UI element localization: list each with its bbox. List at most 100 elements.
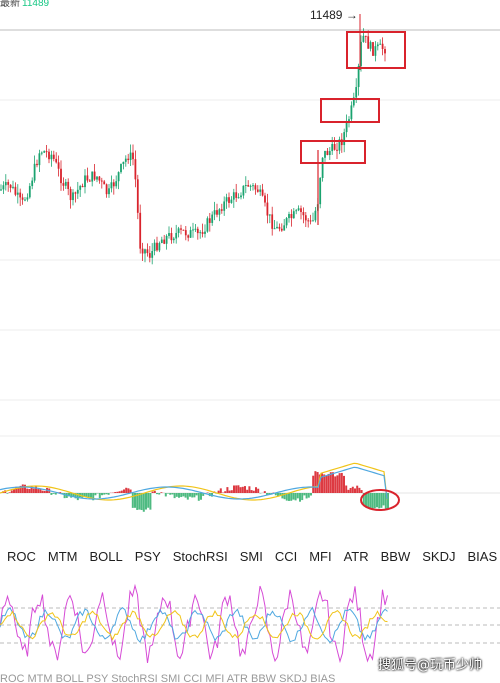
macd-bar bbox=[226, 487, 228, 493]
macd-bar bbox=[295, 493, 297, 500]
candle-body bbox=[329, 151, 331, 155]
macd-bar bbox=[154, 491, 156, 493]
candle-body bbox=[118, 172, 120, 181]
candle-body bbox=[19, 193, 21, 198]
macd-bar bbox=[387, 493, 389, 508]
tab-boll[interactable]: BOLL bbox=[90, 549, 123, 564]
macd-bar bbox=[37, 489, 39, 493]
candle-body bbox=[103, 181, 105, 184]
candle-body bbox=[214, 210, 216, 214]
macd-bar bbox=[339, 473, 341, 493]
tab-roc[interactable]: ROC bbox=[7, 549, 36, 564]
macd-bar bbox=[189, 493, 191, 497]
macd-bar bbox=[255, 487, 257, 493]
macd-bar bbox=[240, 487, 242, 493]
tab-bbw[interactable]: BBW bbox=[381, 549, 411, 564]
candle-body bbox=[70, 189, 72, 200]
candle-body bbox=[51, 155, 53, 160]
candle-body bbox=[384, 49, 386, 53]
candle-body bbox=[123, 162, 125, 164]
tab-skdj[interactable]: SKDJ bbox=[422, 549, 455, 564]
candle-body bbox=[305, 215, 307, 220]
candle-body bbox=[156, 243, 158, 251]
tab-mtm[interactable]: MTM bbox=[48, 549, 78, 564]
candle-body bbox=[111, 182, 113, 188]
tab-psy[interactable]: PSY bbox=[135, 549, 161, 564]
candle-body bbox=[163, 240, 165, 244]
tab-bias[interactable]: BIAS bbox=[468, 549, 498, 564]
candle-body bbox=[65, 182, 67, 186]
macd-bar bbox=[174, 493, 176, 498]
candle-body bbox=[36, 164, 38, 165]
macd-bar bbox=[244, 486, 246, 493]
candle-body bbox=[168, 233, 170, 236]
candle-body bbox=[108, 188, 110, 194]
macd-bar bbox=[224, 491, 226, 493]
candle-body bbox=[319, 178, 321, 204]
candle-body bbox=[207, 218, 209, 231]
price-chart[interactable] bbox=[0, 0, 500, 440]
macd-bar bbox=[332, 472, 334, 493]
candle-body bbox=[22, 197, 24, 199]
macd-bar bbox=[358, 488, 360, 493]
macd-bar bbox=[70, 493, 72, 498]
tab-atr[interactable]: ATR bbox=[344, 549, 369, 564]
macd-bar bbox=[88, 493, 90, 497]
macd-bar bbox=[180, 493, 182, 497]
candle-body bbox=[274, 228, 276, 229]
osc-line-magenta bbox=[0, 586, 388, 663]
macd-bar bbox=[253, 491, 255, 493]
candle-body bbox=[12, 187, 14, 188]
macd-bar bbox=[165, 493, 167, 496]
candle-body bbox=[315, 211, 317, 221]
candle-body bbox=[197, 229, 199, 233]
candle-body bbox=[166, 236, 168, 244]
candle-body bbox=[142, 249, 144, 254]
candle-body bbox=[113, 182, 115, 186]
macd-bar bbox=[26, 489, 28, 493]
macd-bar bbox=[169, 493, 171, 495]
tab-cci[interactable]: CCI bbox=[275, 549, 297, 564]
candle-body bbox=[204, 232, 206, 234]
candle-body bbox=[89, 181, 91, 182]
tab-stochrsi[interactable]: StochRSI bbox=[173, 549, 228, 564]
macd-bar bbox=[90, 493, 92, 497]
macd-bar bbox=[193, 493, 195, 497]
candle-body bbox=[298, 208, 300, 210]
macd-bar bbox=[231, 490, 233, 493]
macd-bar bbox=[380, 493, 382, 508]
macd-bar bbox=[53, 493, 55, 494]
tab-smi[interactable]: SMI bbox=[240, 549, 263, 564]
highlight-box-middle bbox=[321, 99, 379, 122]
macd-bar bbox=[50, 493, 52, 495]
candle-body bbox=[183, 230, 185, 231]
macd-panel[interactable] bbox=[0, 455, 500, 535]
candle-body bbox=[271, 214, 273, 228]
macd-bar bbox=[334, 476, 336, 493]
macd-bar bbox=[33, 489, 35, 493]
candle-body bbox=[291, 214, 293, 218]
macd-bar bbox=[312, 476, 314, 493]
tab-mfi[interactable]: MFI bbox=[309, 549, 331, 564]
candle-body bbox=[379, 44, 381, 45]
candle-body bbox=[223, 201, 225, 210]
candle-body bbox=[75, 192, 77, 193]
candle-body bbox=[312, 220, 314, 221]
macd-bar bbox=[290, 493, 292, 501]
candle-body bbox=[34, 164, 36, 181]
candle-body bbox=[202, 232, 204, 234]
macd-bar bbox=[297, 493, 299, 498]
candle-body bbox=[286, 218, 288, 225]
candle-body bbox=[283, 225, 285, 230]
macd-bar bbox=[369, 493, 371, 508]
candle-body bbox=[279, 227, 281, 229]
macd-bar bbox=[237, 485, 239, 493]
candle-body bbox=[221, 209, 223, 211]
macd-bar bbox=[347, 490, 349, 493]
candle-body bbox=[115, 181, 117, 186]
candle-body bbox=[58, 162, 60, 168]
candle-body bbox=[228, 197, 230, 203]
candle-body bbox=[322, 158, 324, 178]
candle-body bbox=[7, 182, 9, 185]
candle-body bbox=[27, 197, 29, 199]
